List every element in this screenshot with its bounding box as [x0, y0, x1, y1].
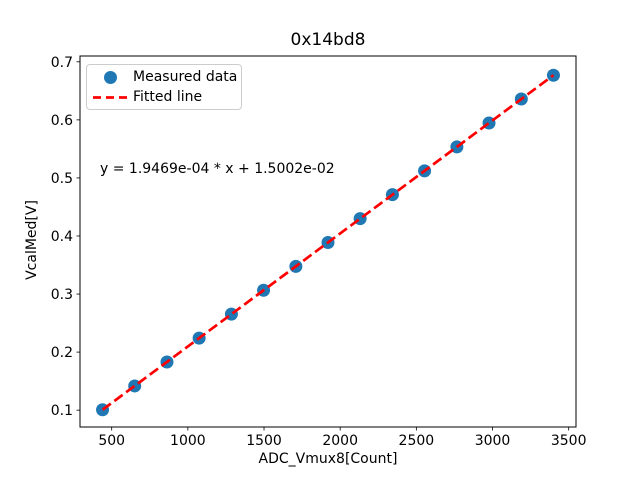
- legend: Measured data Fitted line: [86, 64, 242, 110]
- x-tick-label: 500: [98, 433, 125, 449]
- y-tick-label: 0.4: [51, 229, 73, 245]
- y-tick-label: 0.5: [51, 171, 73, 187]
- y-tick-label: 0.3: [51, 287, 73, 303]
- scatter-marker-icon: [103, 70, 117, 84]
- x-tick-label: 1000: [170, 433, 206, 449]
- x-axis-label: ADC_Vmux8[Count]: [258, 451, 398, 467]
- axes-frame: [79, 55, 577, 428]
- x-tick-label: 3000: [475, 433, 511, 449]
- y-tick-label: 0.2: [51, 345, 73, 361]
- y-tick-label: 0.1: [51, 403, 73, 419]
- fit-equation-annotation: y = 1.9469e-04 * x + 1.5002e-02: [100, 161, 335, 177]
- x-tick-label: 2000: [322, 433, 358, 449]
- y-tick-label: 0.6: [51, 113, 73, 129]
- x-tick-label: 2500: [399, 433, 435, 449]
- legend-marker-area: [93, 95, 127, 100]
- legend-marker-area: [93, 70, 127, 84]
- y-tick-label: 0.7: [51, 55, 73, 71]
- x-tick-label: 1500: [246, 433, 282, 449]
- dashed-line-icon: [93, 95, 127, 99]
- legend-label-fitted-line: Fitted line: [133, 89, 203, 105]
- chart-title: 0x14bd8: [290, 30, 366, 50]
- x-tick-label: 3500: [551, 433, 587, 449]
- legend-item-measured-data: Measured data: [93, 67, 238, 87]
- y-axis-label: VcalMed[V]: [24, 200, 40, 280]
- fitted-line: [101, 74, 555, 411]
- legend-item-fitted-line: Fitted line: [93, 87, 235, 107]
- legend-label-measured-data: Measured data: [133, 69, 238, 85]
